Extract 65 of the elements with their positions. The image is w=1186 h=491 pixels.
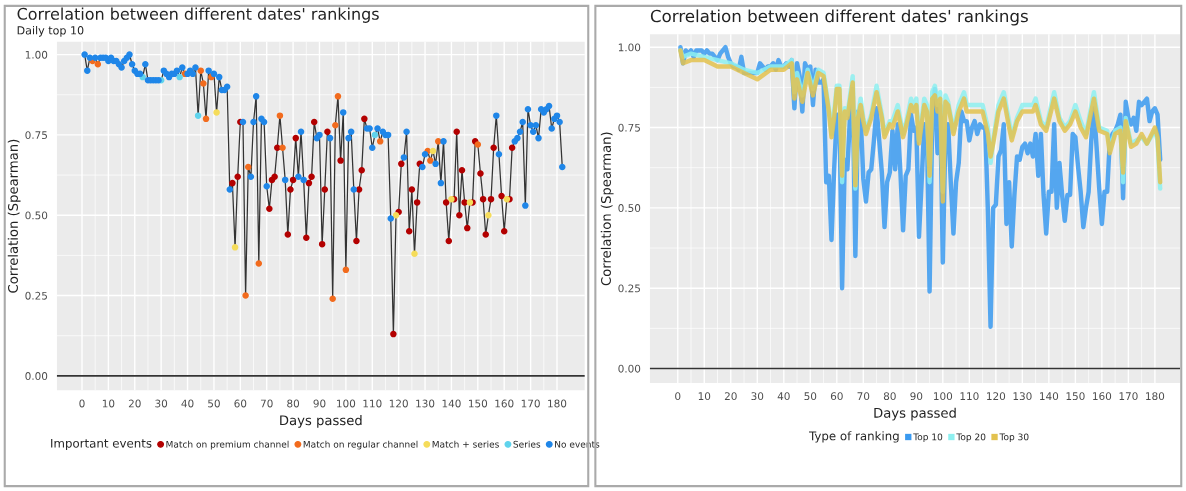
x-tick-label: 100	[934, 392, 953, 401]
x-tick-label: 30	[751, 392, 764, 401]
legend-title: Important events	[51, 438, 152, 450]
chart-title: Correlation between different dates' rankings	[650, 9, 1028, 26]
x-tick-label: 100	[337, 399, 356, 408]
x-tick-label: 140	[1040, 392, 1059, 401]
y-tick-label: 0.75	[618, 123, 640, 132]
x-tick-label: 70	[857, 392, 870, 401]
x-tick-label: 170	[1119, 392, 1138, 401]
y-tick-label: 0.50	[25, 211, 48, 220]
x-tick-label: 110	[363, 399, 382, 408]
legend-label: Match on premium channel	[166, 440, 289, 450]
legend-label: Top 20	[956, 433, 986, 443]
x-tick-label: 0	[79, 399, 85, 408]
x-tick-label: 50	[804, 392, 817, 401]
x-tick-label: 0	[675, 392, 681, 401]
y-tick-label: 0.00	[618, 364, 641, 373]
x-tick-label: 120	[389, 399, 408, 408]
legend-title: Type of ranking	[809, 431, 899, 443]
x-tick-label: 90	[910, 392, 923, 401]
x-axis-title: Days passed	[874, 407, 956, 421]
y-tick-label: 0.25	[25, 291, 47, 300]
legend-label: Series	[513, 440, 541, 448]
x-tick-label: 80	[287, 399, 300, 408]
y-tick-label: 0.75	[25, 131, 47, 140]
legend-label: Top 10	[913, 433, 943, 443]
x-tick-label: 170	[521, 399, 540, 408]
x-tick-label: 40	[777, 392, 790, 401]
x-tick-label: 60	[234, 399, 247, 408]
x-tick-label: 20	[128, 399, 141, 408]
x-tick-label: 90	[313, 399, 326, 408]
x-tick-label: 150	[469, 399, 488, 408]
x-tick-label: 120	[987, 392, 1006, 401]
chart-title: Correlation between different dates' rankings	[17, 7, 379, 23]
y-tick-label: 1.00	[25, 50, 48, 59]
x-tick-label: 60	[830, 392, 843, 401]
y-tick-label: 0.25	[618, 284, 640, 293]
x-tick-label: 50	[208, 399, 220, 408]
x-tick-label: 180	[548, 399, 567, 408]
y-axis-title: Correlation (Spearman)	[7, 139, 21, 293]
x-tick-label: 40	[181, 399, 194, 408]
chart-subtitle: Daily top 10	[17, 25, 84, 37]
x-tick-label: 180	[1146, 392, 1165, 401]
legend-label: Match + series	[432, 440, 499, 448]
legend-label: No events	[555, 440, 600, 448]
legend-label: Match on regular channel	[303, 440, 418, 450]
x-tick-label: 30	[155, 399, 168, 408]
y-tick-label: 1.00	[618, 43, 641, 52]
y-tick-label: 0.00	[25, 372, 48, 380]
x-tick-label: 160	[495, 399, 514, 408]
y-tick-label: 0.50	[618, 204, 641, 212]
x-tick-label: 150	[1066, 392, 1085, 401]
x-tick-label: 20	[724, 392, 737, 401]
x-tick-label: 140	[442, 399, 461, 408]
x-tick-label: 160	[1093, 392, 1112, 401]
x-axis-title: Days passed	[280, 415, 362, 428]
x-tick-label: 70	[260, 399, 273, 408]
x-tick-label: 80	[883, 392, 896, 401]
y-axis-title: Correlation (Spearman)	[600, 132, 614, 286]
x-tick-label: 10	[102, 399, 115, 408]
x-tick-label: 130	[1013, 392, 1032, 401]
x-tick-label: 10	[698, 392, 711, 401]
x-tick-label: 130	[416, 399, 435, 408]
legend-label: Top 30	[999, 433, 1029, 443]
x-tick-label: 110	[960, 392, 979, 401]
